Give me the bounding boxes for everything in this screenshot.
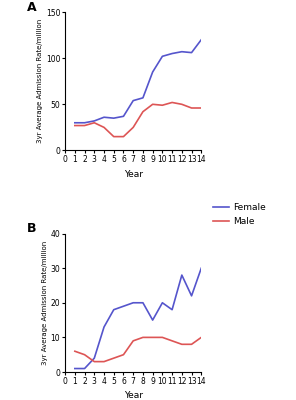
- Y-axis label: 3yr Average Admission Rate/million: 3yr Average Admission Rate/million: [42, 241, 48, 365]
- Legend: Female, Male: Female, Male: [213, 204, 266, 226]
- X-axis label: Year: Year: [124, 392, 143, 400]
- X-axis label: Year: Year: [124, 170, 143, 179]
- Y-axis label: 3yr Average Admission Rate/million: 3yr Average Admission Rate/million: [37, 19, 43, 143]
- Text: B: B: [27, 222, 36, 236]
- Text: A: A: [27, 1, 37, 14]
